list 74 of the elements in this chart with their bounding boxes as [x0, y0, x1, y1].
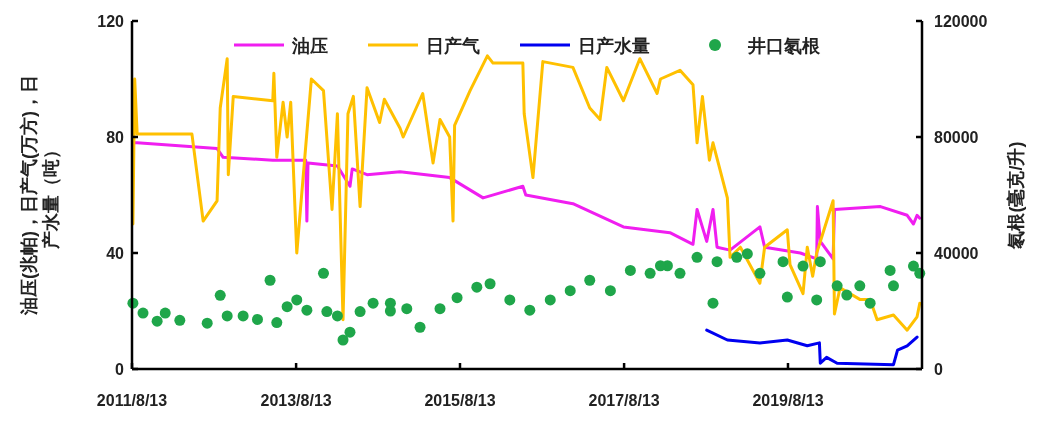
point	[401, 303, 413, 315]
point	[301, 304, 313, 316]
point	[731, 251, 743, 263]
point	[414, 321, 426, 333]
point	[337, 334, 349, 346]
y2-tick-label: 0	[934, 361, 943, 378]
x-tick-label: 2015/8/13	[424, 392, 496, 409]
point	[321, 306, 333, 318]
point	[707, 297, 719, 309]
point	[451, 292, 463, 304]
point	[367, 297, 379, 309]
y-tick-label: 0	[115, 361, 125, 378]
point	[264, 274, 276, 286]
point	[644, 267, 656, 279]
point	[281, 301, 293, 313]
x-tick-label: 2019/8/13	[752, 392, 824, 409]
point	[331, 310, 343, 322]
y-axis-title: 油压(兆帕)，日产气(万方)，日产水量（吨）	[19, 75, 61, 316]
x-tick-label: 2017/8/13	[588, 392, 660, 409]
x-tick-label: 2013/8/13	[260, 392, 332, 409]
y2-axis-title: 氡根(毫克/升)	[1006, 141, 1026, 250]
point	[741, 248, 753, 260]
point	[344, 326, 356, 338]
point	[318, 267, 329, 279]
point	[811, 294, 823, 306]
legend-label: 井口氡根	[747, 36, 821, 56]
y-tick-label: 120	[97, 13, 125, 30]
point	[711, 256, 723, 268]
point	[271, 317, 283, 329]
point	[604, 285, 616, 297]
y2-tick-label: 40000	[934, 245, 979, 262]
point	[777, 256, 789, 268]
legend-label: 日产水量	[578, 36, 650, 56]
point	[151, 315, 163, 327]
point	[434, 303, 446, 315]
point	[887, 280, 899, 292]
point	[797, 260, 809, 272]
point	[691, 251, 703, 263]
legend-label: 日产气	[426, 36, 480, 56]
y2-tick-label: 120000	[934, 13, 988, 30]
point	[814, 256, 826, 268]
point	[781, 291, 793, 303]
legend-label: 油压	[291, 36, 328, 56]
point	[159, 307, 171, 319]
point	[841, 289, 853, 301]
point	[291, 294, 303, 306]
y2-tick-label: 80000	[934, 129, 979, 146]
point	[214, 289, 226, 301]
y-tick-label: 80	[106, 129, 125, 146]
point	[471, 281, 483, 293]
point	[544, 294, 556, 306]
point	[564, 285, 576, 297]
point	[137, 307, 149, 319]
point	[524, 304, 536, 316]
point	[624, 264, 636, 276]
point	[864, 297, 876, 309]
point	[854, 280, 866, 292]
point	[884, 264, 896, 276]
point	[831, 280, 843, 292]
point	[354, 306, 366, 318]
point	[584, 274, 596, 286]
point	[754, 267, 766, 279]
point	[504, 294, 516, 306]
point	[237, 310, 249, 322]
point	[201, 317, 213, 329]
x-tick-label: 2011/8/13	[96, 392, 168, 409]
point	[654, 260, 666, 272]
point	[674, 267, 686, 279]
point	[221, 310, 233, 322]
point	[907, 260, 919, 272]
y-tick-label: 40	[106, 245, 125, 262]
point	[174, 314, 186, 326]
point	[251, 313, 263, 325]
point	[484, 278, 496, 290]
